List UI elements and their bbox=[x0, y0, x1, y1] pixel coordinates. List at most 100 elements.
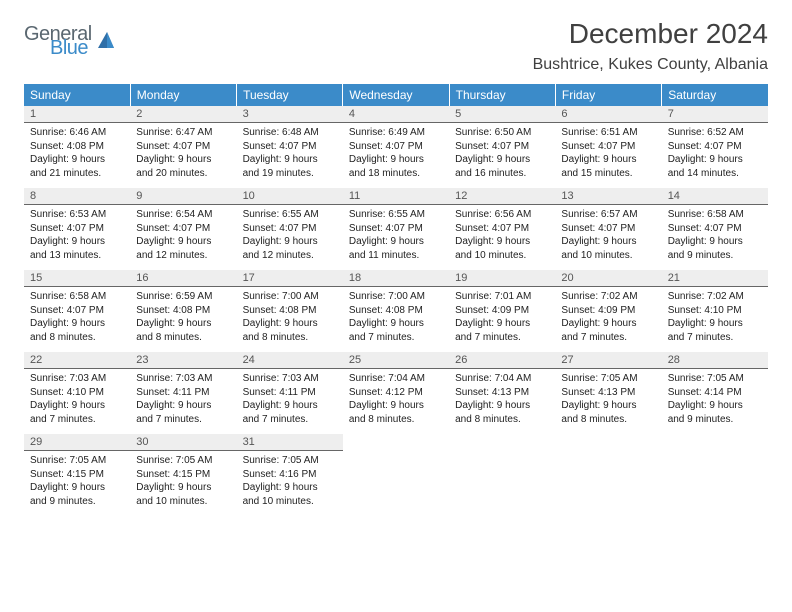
location-subtitle: Bushtrice, Kukes County, Albania bbox=[533, 56, 768, 74]
day-number: 26 bbox=[449, 352, 555, 369]
day-number: 6 bbox=[555, 106, 661, 123]
day-details: Sunrise: 6:46 AMSunset: 4:08 PMDaylight:… bbox=[24, 123, 130, 184]
day-of-week-header: Friday bbox=[555, 84, 661, 106]
calendar-week-row: 15Sunrise: 6:58 AMSunset: 4:07 PMDayligh… bbox=[24, 270, 768, 352]
day-number: 15 bbox=[24, 270, 130, 287]
day-details: Sunrise: 6:53 AMSunset: 4:07 PMDaylight:… bbox=[24, 205, 130, 266]
calendar-day-cell: 1Sunrise: 6:46 AMSunset: 4:08 PMDaylight… bbox=[24, 106, 130, 188]
day-number: 9 bbox=[130, 188, 236, 205]
day-number: 7 bbox=[662, 106, 768, 123]
day-details: Sunrise: 6:58 AMSunset: 4:07 PMDaylight:… bbox=[24, 287, 130, 348]
day-number: 13 bbox=[555, 188, 661, 205]
day-details: Sunrise: 7:03 AMSunset: 4:10 PMDaylight:… bbox=[24, 369, 130, 430]
day-number: 10 bbox=[237, 188, 343, 205]
calendar-day-cell: 3Sunrise: 6:48 AMSunset: 4:07 PMDaylight… bbox=[237, 106, 343, 188]
calendar-day-cell bbox=[343, 434, 449, 516]
day-details: Sunrise: 7:01 AMSunset: 4:09 PMDaylight:… bbox=[449, 287, 555, 348]
calendar-day-cell: 6Sunrise: 6:51 AMSunset: 4:07 PMDaylight… bbox=[555, 106, 661, 188]
day-details: Sunrise: 6:57 AMSunset: 4:07 PMDaylight:… bbox=[555, 205, 661, 266]
calendar-day-cell: 8Sunrise: 6:53 AMSunset: 4:07 PMDaylight… bbox=[24, 188, 130, 270]
day-details: Sunrise: 6:55 AMSunset: 4:07 PMDaylight:… bbox=[237, 205, 343, 266]
calendar-body: 1Sunrise: 6:46 AMSunset: 4:08 PMDaylight… bbox=[24, 106, 768, 516]
day-number: 24 bbox=[237, 352, 343, 369]
day-details: Sunrise: 7:05 AMSunset: 4:16 PMDaylight:… bbox=[237, 451, 343, 512]
day-details: Sunrise: 6:47 AMSunset: 4:07 PMDaylight:… bbox=[130, 123, 236, 184]
day-number: 2 bbox=[130, 106, 236, 123]
day-number: 1 bbox=[24, 106, 130, 123]
calendar-day-cell: 16Sunrise: 6:59 AMSunset: 4:08 PMDayligh… bbox=[130, 270, 236, 352]
day-details: Sunrise: 7:02 AMSunset: 4:09 PMDaylight:… bbox=[555, 287, 661, 348]
calendar-table: SundayMondayTuesdayWednesdayThursdayFrid… bbox=[24, 84, 768, 516]
calendar-day-cell: 4Sunrise: 6:49 AMSunset: 4:07 PMDaylight… bbox=[343, 106, 449, 188]
calendar-day-cell: 11Sunrise: 6:55 AMSunset: 4:07 PMDayligh… bbox=[343, 188, 449, 270]
calendar-day-cell: 2Sunrise: 6:47 AMSunset: 4:07 PMDaylight… bbox=[130, 106, 236, 188]
day-of-week-header: Wednesday bbox=[343, 84, 449, 106]
calendar-day-cell bbox=[662, 434, 768, 516]
calendar-week-row: 22Sunrise: 7:03 AMSunset: 4:10 PMDayligh… bbox=[24, 352, 768, 434]
day-of-week-header: Thursday bbox=[449, 84, 555, 106]
logo-word-2: Blue bbox=[50, 38, 92, 58]
day-details: Sunrise: 6:50 AMSunset: 4:07 PMDaylight:… bbox=[449, 123, 555, 184]
day-number: 12 bbox=[449, 188, 555, 205]
day-details: Sunrise: 7:04 AMSunset: 4:12 PMDaylight:… bbox=[343, 369, 449, 430]
calendar-day-cell: 30Sunrise: 7:05 AMSunset: 4:15 PMDayligh… bbox=[130, 434, 236, 516]
calendar-header-row: SundayMondayTuesdayWednesdayThursdayFrid… bbox=[24, 84, 768, 106]
calendar-day-cell: 31Sunrise: 7:05 AMSunset: 4:16 PMDayligh… bbox=[237, 434, 343, 516]
day-number: 11 bbox=[343, 188, 449, 205]
day-of-week-header: Monday bbox=[130, 84, 236, 106]
calendar-day-cell: 15Sunrise: 6:58 AMSunset: 4:07 PMDayligh… bbox=[24, 270, 130, 352]
calendar-day-cell: 23Sunrise: 7:03 AMSunset: 4:11 PMDayligh… bbox=[130, 352, 236, 434]
day-number: 22 bbox=[24, 352, 130, 369]
calendar-day-cell: 12Sunrise: 6:56 AMSunset: 4:07 PMDayligh… bbox=[449, 188, 555, 270]
day-details: Sunrise: 6:49 AMSunset: 4:07 PMDaylight:… bbox=[343, 123, 449, 184]
calendar-day-cell: 28Sunrise: 7:05 AMSunset: 4:14 PMDayligh… bbox=[662, 352, 768, 434]
day-details: Sunrise: 7:00 AMSunset: 4:08 PMDaylight:… bbox=[343, 287, 449, 348]
calendar-week-row: 29Sunrise: 7:05 AMSunset: 4:15 PMDayligh… bbox=[24, 434, 768, 516]
day-details: Sunrise: 7:02 AMSunset: 4:10 PMDaylight:… bbox=[662, 287, 768, 348]
day-details: Sunrise: 7:05 AMSunset: 4:15 PMDaylight:… bbox=[24, 451, 130, 512]
day-details: Sunrise: 6:54 AMSunset: 4:07 PMDaylight:… bbox=[130, 205, 236, 266]
calendar-day-cell: 20Sunrise: 7:02 AMSunset: 4:09 PMDayligh… bbox=[555, 270, 661, 352]
calendar-day-cell: 10Sunrise: 6:55 AMSunset: 4:07 PMDayligh… bbox=[237, 188, 343, 270]
page-title: December 2024 bbox=[533, 18, 768, 50]
calendar-day-cell: 7Sunrise: 6:52 AMSunset: 4:07 PMDaylight… bbox=[662, 106, 768, 188]
day-number: 28 bbox=[662, 352, 768, 369]
day-number: 19 bbox=[449, 270, 555, 287]
day-details: Sunrise: 6:56 AMSunset: 4:07 PMDaylight:… bbox=[449, 205, 555, 266]
calendar-week-row: 1Sunrise: 6:46 AMSunset: 4:08 PMDaylight… bbox=[24, 106, 768, 188]
day-details: Sunrise: 7:03 AMSunset: 4:11 PMDaylight:… bbox=[130, 369, 236, 430]
calendar-day-cell: 24Sunrise: 7:03 AMSunset: 4:11 PMDayligh… bbox=[237, 352, 343, 434]
calendar-day-cell: 5Sunrise: 6:50 AMSunset: 4:07 PMDaylight… bbox=[449, 106, 555, 188]
day-details: Sunrise: 6:59 AMSunset: 4:08 PMDaylight:… bbox=[130, 287, 236, 348]
day-number: 18 bbox=[343, 270, 449, 287]
day-number: 20 bbox=[555, 270, 661, 287]
day-number: 8 bbox=[24, 188, 130, 205]
title-block: December 2024 Bushtrice, Kukes County, A… bbox=[533, 18, 768, 74]
day-number: 5 bbox=[449, 106, 555, 123]
logo-text: General Blue bbox=[24, 24, 92, 58]
calendar-week-row: 8Sunrise: 6:53 AMSunset: 4:07 PMDaylight… bbox=[24, 188, 768, 270]
day-of-week-header: Saturday bbox=[662, 84, 768, 106]
calendar-day-cell: 18Sunrise: 7:00 AMSunset: 4:08 PMDayligh… bbox=[343, 270, 449, 352]
calendar-day-cell: 29Sunrise: 7:05 AMSunset: 4:15 PMDayligh… bbox=[24, 434, 130, 516]
day-of-week-header: Sunday bbox=[24, 84, 130, 106]
day-details: Sunrise: 6:55 AMSunset: 4:07 PMDaylight:… bbox=[343, 205, 449, 266]
day-number: 27 bbox=[555, 352, 661, 369]
day-number: 16 bbox=[130, 270, 236, 287]
calendar-day-cell: 26Sunrise: 7:04 AMSunset: 4:13 PMDayligh… bbox=[449, 352, 555, 434]
day-details: Sunrise: 6:48 AMSunset: 4:07 PMDaylight:… bbox=[237, 123, 343, 184]
calendar-day-cell bbox=[449, 434, 555, 516]
day-details: Sunrise: 6:58 AMSunset: 4:07 PMDaylight:… bbox=[662, 205, 768, 266]
day-details: Sunrise: 7:04 AMSunset: 4:13 PMDaylight:… bbox=[449, 369, 555, 430]
day-number: 14 bbox=[662, 188, 768, 205]
calendar-day-cell: 19Sunrise: 7:01 AMSunset: 4:09 PMDayligh… bbox=[449, 270, 555, 352]
day-details: Sunrise: 7:00 AMSunset: 4:08 PMDaylight:… bbox=[237, 287, 343, 348]
day-number: 21 bbox=[662, 270, 768, 287]
day-details: Sunrise: 7:05 AMSunset: 4:14 PMDaylight:… bbox=[662, 369, 768, 430]
header: General Blue December 2024 Bushtrice, Ku… bbox=[24, 18, 768, 74]
calendar-day-cell: 22Sunrise: 7:03 AMSunset: 4:10 PMDayligh… bbox=[24, 352, 130, 434]
day-details: Sunrise: 7:05 AMSunset: 4:15 PMDaylight:… bbox=[130, 451, 236, 512]
day-number: 4 bbox=[343, 106, 449, 123]
calendar-day-cell: 9Sunrise: 6:54 AMSunset: 4:07 PMDaylight… bbox=[130, 188, 236, 270]
day-number: 17 bbox=[237, 270, 343, 287]
